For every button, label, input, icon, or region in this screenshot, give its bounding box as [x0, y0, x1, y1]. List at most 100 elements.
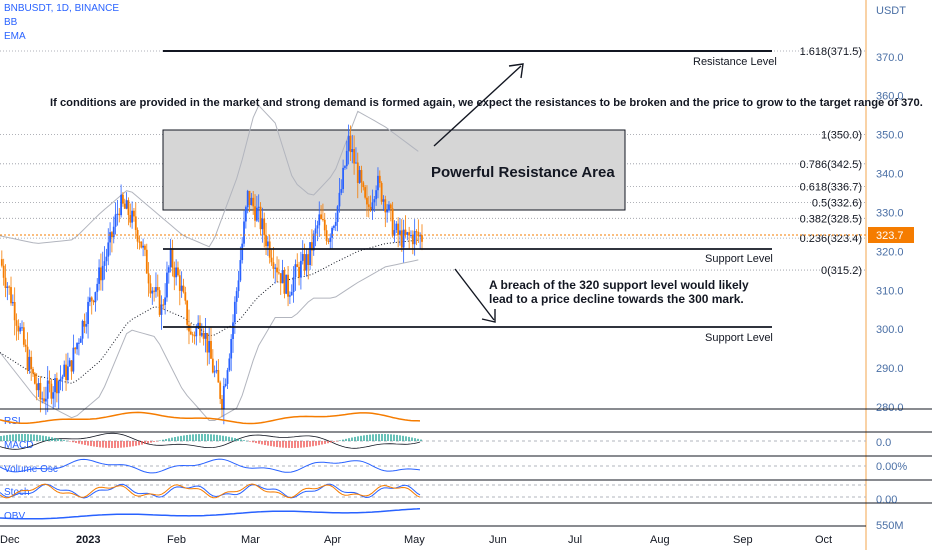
candle-body [276, 267, 278, 273]
macd-histogram-bar [204, 434, 206, 441]
price-axis[interactable]: 370.0 360.0 350.0 340.0 330.0 320.0 310.0 300.0… [876, 52, 904, 414]
candle-body [333, 225, 335, 228]
candle-body [239, 260, 242, 281]
candle-body [81, 320, 84, 339]
x-tick-label: Dec [0, 534, 20, 546]
candle-body [202, 332, 205, 339]
candle-body [138, 241, 141, 243]
candle-body [171, 248, 174, 268]
time-axis[interactable]: Dec 2023 Feb Mar Apr May Jun Jul Aug Sep Oct [0, 534, 832, 546]
candle-body [61, 376, 64, 379]
candle-body [281, 269, 284, 284]
macd-histogram-bar [369, 434, 371, 441]
macd-histogram-bar [93, 441, 95, 447]
candle-body [111, 232, 113, 238]
candles [0, 124, 423, 425]
candle-body [259, 206, 262, 230]
macd-histogram-bar [378, 434, 380, 441]
candle-body [221, 398, 223, 410]
fib-label: 0(315.2) [821, 265, 862, 277]
fib-label: 0.5(332.6) [812, 197, 862, 209]
candle-body [191, 334, 194, 336]
candle-body [404, 229, 407, 235]
macd-histogram-bar [150, 441, 152, 443]
candle-body [336, 206, 339, 222]
candle-body [353, 149, 356, 164]
up-arrow-line [433, 65, 522, 147]
candle-body [287, 274, 289, 297]
macd-histogram-bar [207, 434, 209, 441]
x-tick-label: Feb [167, 534, 186, 546]
candle-body [118, 213, 121, 216]
macd-histogram-bar [69, 441, 71, 442]
macd-histogram-bar [375, 434, 377, 441]
macd-histogram-bar [228, 436, 230, 441]
candle-body [252, 197, 255, 207]
up-arrow-icon [508, 63, 524, 79]
candle-body [17, 325, 20, 332]
support-level-label-2: Support Level [705, 332, 773, 344]
candle-body [303, 254, 306, 271]
candle-body [393, 230, 396, 236]
ema-indicator-label[interactable]: EMA [4, 31, 26, 42]
candle-body [257, 206, 260, 208]
candle-body [120, 194, 122, 216]
candle-body [298, 266, 300, 278]
candle-body [360, 170, 363, 183]
x-tick-label: 2023 [76, 534, 100, 546]
indicator-panes: RSI MACD Volume Osc Stoch OBV 0.0 0.00% … [0, 408, 932, 532]
candle-body [397, 223, 400, 235]
candle-body [248, 190, 251, 206]
rsi-label[interactable]: RSI [4, 416, 21, 427]
candle-body [167, 267, 170, 273]
candle-body [197, 322, 200, 328]
candle-body [305, 254, 308, 271]
volosc-axis-value: 0.00% [876, 461, 907, 473]
macd-histogram-bar [285, 441, 287, 448]
macd-histogram-bar [75, 441, 77, 443]
macd-histogram-bar [153, 441, 155, 442]
obv-label[interactable]: OBV [4, 511, 25, 522]
candle-body [300, 260, 302, 278]
candle-body [199, 322, 201, 336]
bb-indicator-label[interactable]: BB [4, 17, 18, 28]
candle-body [92, 300, 95, 303]
candle-body [85, 323, 88, 327]
candle-body [116, 213, 119, 215]
candle-body [301, 254, 304, 261]
candle-body [349, 135, 352, 153]
candle-body [158, 290, 161, 315]
volume-osc-line [0, 458, 421, 474]
candle-body [377, 175, 379, 191]
candle-body [312, 233, 315, 251]
candle-body [26, 346, 29, 371]
candle-body [402, 229, 405, 248]
candle-body [338, 192, 341, 207]
fib-levels: 1.618(371.5) 1(350.0) 0.786(342.5) 0.618(33… [0, 46, 866, 277]
candle-body [44, 398, 47, 402]
fib-label: 0.382(328.5) [800, 213, 862, 225]
macd-histogram-bar [273, 441, 275, 447]
macd-histogram-bar [366, 434, 368, 441]
candle-body [395, 223, 398, 231]
candle-body [318, 214, 321, 226]
candle-body [169, 248, 172, 268]
macd-label[interactable]: MACD [4, 440, 33, 451]
x-tick-label: Mar [241, 534, 260, 546]
macd-histogram-bar [186, 435, 188, 441]
candle-body [30, 356, 33, 370]
candle-body [112, 226, 115, 238]
candle-body [263, 218, 266, 236]
resistance-zone-label: Powerful Resistance Area [431, 164, 615, 181]
fib-label: 0.236(323.4) [800, 233, 862, 245]
macd-histogram-bar [201, 434, 203, 441]
macd-histogram-bar [48, 436, 50, 441]
macd-histogram-bar [18, 434, 20, 441]
resistance-zone[interactable] [162, 129, 626, 211]
macd-histogram-bar [360, 435, 362, 441]
macd-histogram-bar [264, 441, 266, 446]
symbol-title[interactable]: BNBUSDT, 1D, BINANCE [4, 3, 120, 14]
macd-histogram-bar [318, 441, 320, 446]
down-arrow-icon [481, 309, 496, 323]
